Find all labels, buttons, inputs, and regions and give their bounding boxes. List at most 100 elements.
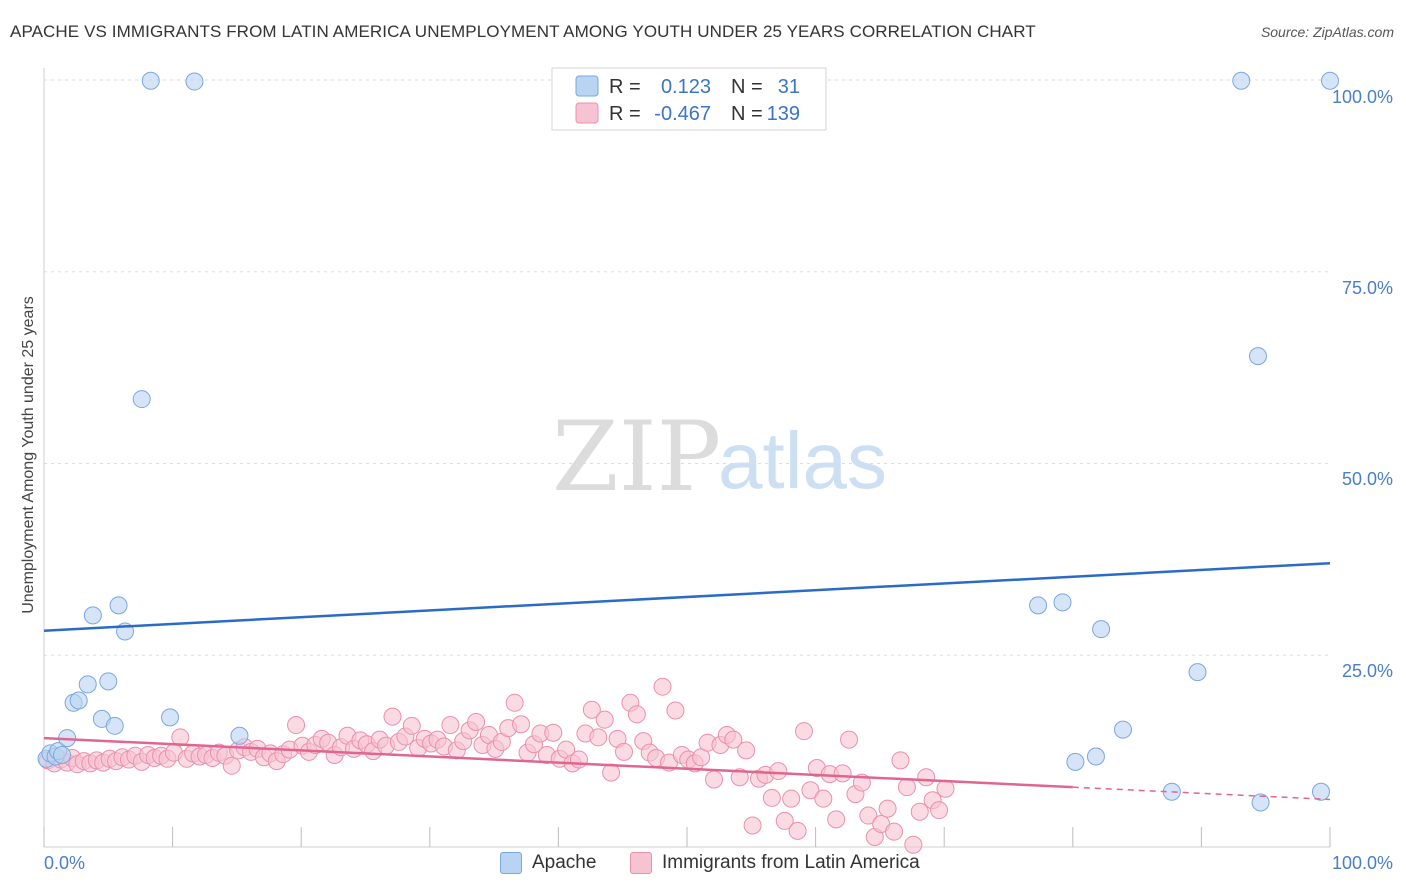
latin-point-108 <box>730 768 749 787</box>
latin-point-29 <box>222 756 241 775</box>
legend-n-value-apache: 31 <box>778 76 800 98</box>
latin-point-92 <box>627 705 646 724</box>
axes <box>43 68 1331 848</box>
apache-point-22 <box>1066 752 1085 771</box>
latin-point-131 <box>878 799 897 818</box>
series-legend: Apache Immigrants from Latin America <box>0 852 1406 878</box>
latin-point-110 <box>743 816 762 835</box>
apache-point-29 <box>1248 347 1267 366</box>
latin-point-109 <box>737 741 756 760</box>
legend-item-latin[interactable]: Immigrants from Latin America <box>630 852 920 874</box>
latin-point-125 <box>840 730 859 749</box>
legend-r-value-latin: -0.467 <box>654 103 711 125</box>
latin-point-74 <box>512 715 531 734</box>
latin-swatch <box>630 852 652 874</box>
latin-point-85 <box>582 700 601 719</box>
latin-point-96 <box>653 677 672 696</box>
apache-point-4 <box>53 745 72 764</box>
apache-point-11 <box>99 672 118 691</box>
apache-point-27 <box>1188 663 1207 682</box>
watermark-atlas: atlas <box>718 416 887 505</box>
y-tick-label-100: 100.0% <box>1332 87 1393 107</box>
trend-lines <box>43 561 1331 801</box>
apache-point-15 <box>132 390 151 409</box>
latin-point-119 <box>801 781 820 800</box>
latin-point-57 <box>402 716 421 735</box>
latin-point-116 <box>782 789 801 808</box>
legend-label-apache: Apache <box>532 852 597 873</box>
latin-point-123 <box>827 810 846 829</box>
apache-point-8 <box>78 675 97 694</box>
apache-point-25 <box>1113 720 1132 739</box>
y-tick-label-25: 25.0% <box>1342 661 1393 681</box>
latin-point-137 <box>917 768 936 787</box>
chart-title: APACHE VS IMMIGRANTS FROM LATIN AMERICA … <box>10 22 1036 41</box>
apache-point-7 <box>69 691 88 710</box>
gridlines <box>44 79 1330 656</box>
latin-point-134 <box>897 778 916 797</box>
latin-point-140 <box>936 779 955 798</box>
latin-point-63 <box>441 716 460 735</box>
legend-item-apache[interactable]: Apache <box>500 852 596 874</box>
latin-point-113 <box>762 788 781 807</box>
legend-r-label-apache: R = <box>609 76 641 98</box>
apache-point-31 <box>1311 782 1330 801</box>
stats-legend: R = 0.123 N = 31 R = -0.467 N = 139 <box>551 67 827 131</box>
y-axis-title: Unemployment Among Youth under 25 years <box>20 296 37 614</box>
apache-point-24 <box>1092 620 1111 639</box>
latin-point-136 <box>910 802 929 821</box>
legend-r-value-apache: 0.123 <box>661 76 711 98</box>
latin-point-87 <box>595 710 614 729</box>
latin-point-67 <box>467 712 486 731</box>
apache-trend-line <box>43 561 1331 632</box>
latin-point-86 <box>589 728 608 747</box>
source-note: Source: ZipAtlas.com <box>1260 24 1394 40</box>
apache-point-30 <box>1251 793 1270 812</box>
latin-trend-line <box>43 736 1073 789</box>
apache-point-9 <box>83 606 102 625</box>
latin-point-107 <box>724 730 743 749</box>
latin-point-98 <box>666 701 685 720</box>
latin-point-83 <box>569 750 588 769</box>
apache-point-21 <box>1053 593 1072 612</box>
latin-point-114 <box>769 762 788 781</box>
latin-trend-extension <box>1072 786 1331 801</box>
latin-point-90 <box>614 742 633 761</box>
legend-n-value-latin: 139 <box>767 103 800 125</box>
latin-point-121 <box>814 789 833 808</box>
apache-point-13 <box>109 596 128 615</box>
x-tick-label-min: 0.0% <box>44 853 85 873</box>
apache-point-20 <box>1029 596 1048 615</box>
legend-swatch-apache <box>575 75 599 97</box>
latin-point-133 <box>891 751 910 770</box>
latin-point-124 <box>833 764 852 783</box>
legend-n-label-latin: N = <box>731 103 763 125</box>
latin-point-139 <box>930 801 949 820</box>
apache-point-19 <box>230 726 249 745</box>
latin-point-54 <box>383 707 402 726</box>
latin-point-115 <box>775 811 794 830</box>
y-tick-label-75: 75.0% <box>1342 278 1393 298</box>
apache-point-32 <box>1321 71 1339 90</box>
apache-swatch <box>500 852 522 874</box>
apache-point-17 <box>161 708 180 727</box>
apache-point-23 <box>1086 747 1105 766</box>
apache-points <box>37 71 1339 812</box>
legend-swatch-latin <box>575 102 599 124</box>
latin-point-132 <box>885 822 904 841</box>
latin-point-135 <box>904 835 923 854</box>
legend-n-label-apache: N = <box>731 76 763 98</box>
latin-point-79 <box>544 723 563 742</box>
y-tick-label-50: 50.0% <box>1342 469 1393 489</box>
latin-point-104 <box>705 770 724 789</box>
apache-point-18 <box>185 72 204 91</box>
legend-r-label-latin: R = <box>609 103 641 125</box>
latin-point-118 <box>795 722 814 741</box>
apache-point-28 <box>1232 71 1251 90</box>
latin-point-117 <box>788 821 807 840</box>
x-tick-label-max: 100.0% <box>1332 853 1393 873</box>
apache-point-16 <box>141 71 160 90</box>
latin-america-points <box>38 677 955 854</box>
latin-point-73 <box>505 693 524 712</box>
